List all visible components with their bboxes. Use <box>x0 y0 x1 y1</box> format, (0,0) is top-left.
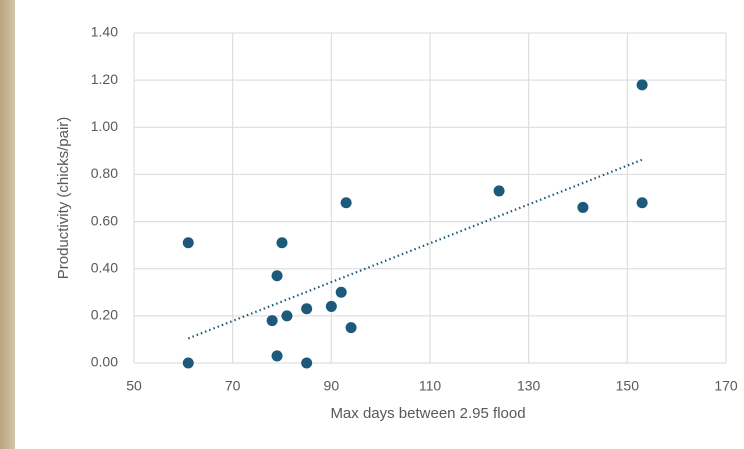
data-point <box>266 315 278 327</box>
data-point <box>271 270 283 282</box>
x-axis-title: Max days between 2.95 flood <box>330 405 525 422</box>
background-strip <box>0 0 15 449</box>
x-tick-label: 130 <box>517 378 541 394</box>
x-tick-label: 110 <box>419 378 442 394</box>
y-tick-label: 1.20 <box>91 71 118 87</box>
data-point <box>182 237 194 249</box>
data-point <box>636 79 648 91</box>
y-tick-label: 1.40 <box>91 24 118 40</box>
data-point <box>301 303 313 315</box>
trendline <box>187 158 643 340</box>
x-tick-label: 90 <box>324 378 340 394</box>
x-tick-label: 50 <box>126 378 142 394</box>
data-point <box>271 350 283 362</box>
x-tick-label: 150 <box>616 378 640 394</box>
data-point <box>636 197 648 209</box>
data-point <box>325 300 337 312</box>
data-point <box>276 237 288 249</box>
data-point <box>577 201 589 213</box>
chart-area <box>15 0 744 449</box>
data-point <box>301 357 313 369</box>
data-point <box>335 286 347 298</box>
data-point <box>182 357 194 369</box>
y-tick-label: 0.80 <box>91 165 118 181</box>
y-tick-label: 0.60 <box>91 212 118 228</box>
y-tick-label: 0.40 <box>91 259 118 275</box>
x-tick-label: 70 <box>225 378 241 394</box>
data-point <box>345 322 357 334</box>
y-axis-title: Productivity (chicks/pair) <box>55 117 72 280</box>
y-tick-label: 0.00 <box>91 354 118 370</box>
data-point <box>493 185 505 197</box>
data-point <box>340 197 352 209</box>
y-tick-label: 0.20 <box>91 307 118 323</box>
y-tick-label: 1.00 <box>91 118 118 134</box>
data-point <box>281 310 293 322</box>
x-tick-label: 170 <box>714 378 738 394</box>
